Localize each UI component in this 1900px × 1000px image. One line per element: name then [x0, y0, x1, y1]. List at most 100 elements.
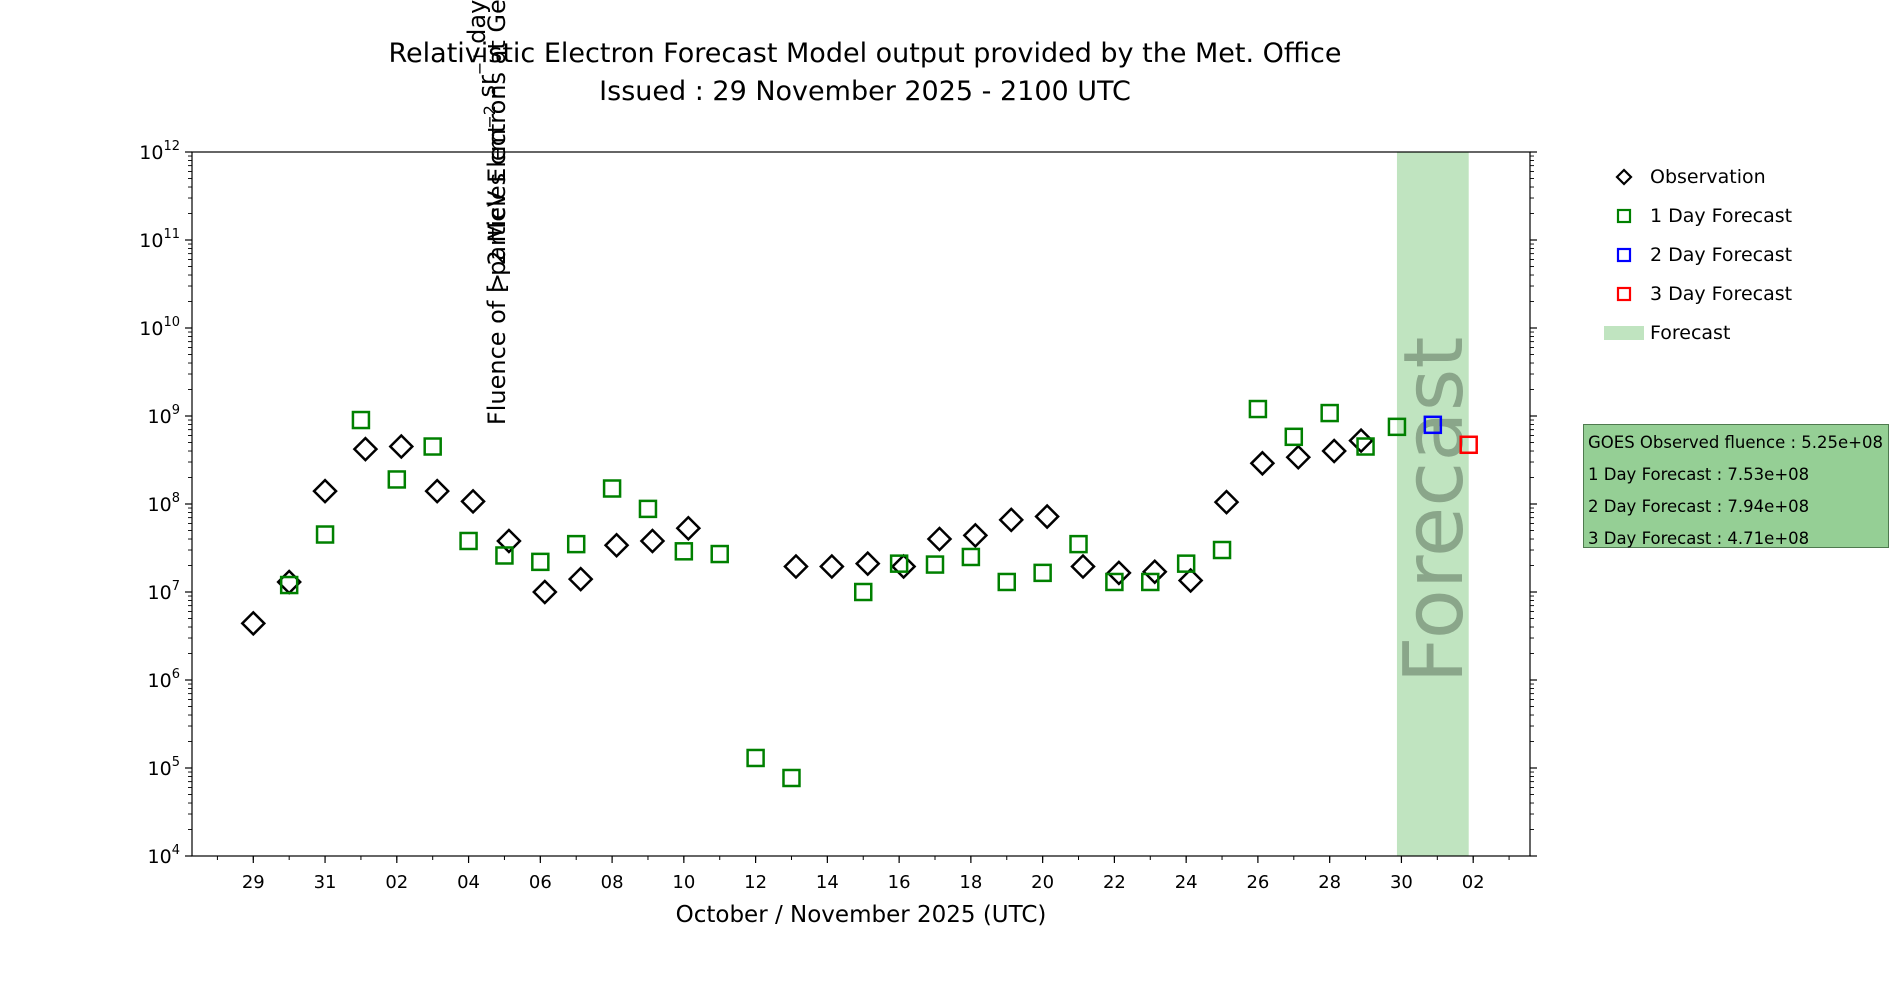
legend-marker-shape	[1616, 286, 1632, 302]
x-tick-label: 24	[1175, 872, 1198, 893]
x-tick-label: 10	[672, 872, 695, 893]
x-tick-label: 12	[744, 872, 767, 893]
forecast-point-series-1	[351, 410, 371, 430]
y-tick-label: 105	[148, 755, 180, 780]
observation-point	[783, 553, 809, 580]
x-tick-label: 08	[601, 872, 624, 893]
observation-point	[1348, 427, 1374, 454]
observation-point	[1177, 567, 1204, 594]
observation-point	[352, 436, 379, 462]
forecast-point-series-1	[889, 554, 909, 573]
square-marker-icon	[1616, 247, 1632, 263]
forecast-point-series-1	[531, 552, 550, 572]
observation-point	[1070, 553, 1096, 580]
observation-point	[998, 507, 1025, 533]
y-axis-label-line1: Fluence of > 2 MeV Electrons at Geosynch…	[483, 0, 511, 425]
forecast-band-label: Forecast	[1387, 337, 1482, 684]
chart-title: Relativistic Electron Forecast Model out…	[388, 38, 1342, 69]
forecast-point-series-1	[1387, 417, 1407, 437]
forecast-point-series-1	[961, 547, 981, 567]
forecast-point-series-1	[566, 534, 586, 554]
forecast-point-series-1	[997, 572, 1017, 592]
forecast-point-series-1	[925, 555, 945, 574]
forecast-point-series-1	[1356, 437, 1375, 456]
observation-point	[1106, 560, 1132, 586]
observation-point	[1249, 450, 1276, 477]
observation-point	[1034, 503, 1060, 530]
y-tick-label: 107	[148, 579, 180, 604]
y-label-text: [ particles cm	[483, 129, 511, 293]
forecast-point-series-1	[1176, 554, 1196, 573]
observation-point	[1213, 489, 1240, 515]
x-tick-label: 29	[242, 872, 265, 893]
observation-point	[639, 528, 666, 554]
y-axis-label: Fluence of > 2 MeV Electrons at Geosynch…	[463, 0, 511, 425]
diamond-marker-icon	[1615, 168, 1633, 186]
x-tick-label: 30	[1390, 872, 1413, 893]
y-label-superscript: −2	[480, 105, 499, 129]
forecast-point-series-1	[315, 525, 335, 544]
data-points	[240, 399, 1478, 788]
forecast-point-series-3	[1459, 435, 1478, 455]
y-tick-exponent: 7	[172, 579, 180, 594]
y-label-superscript: −1	[470, 51, 489, 75]
x-axis-label: October / November 2025 (UTC)	[676, 902, 1047, 928]
y-tick-base: 10	[139, 142, 163, 164]
y-tick-base: 10	[139, 318, 163, 340]
y-tick-label: 1011	[139, 227, 180, 252]
info-3-day-forecast: 3 Day Forecast : 4.71e+08	[1588, 529, 1810, 548]
axis-ticks: 29 31 02 04 06 08 10 12 14 16 18 20 22 24 26 28 30 021041…	[139, 139, 1537, 893]
forecast-point-series-2	[1423, 415, 1443, 435]
legend-label: 3 Day Forecast	[1650, 283, 1793, 305]
forecast-point-series-1	[1320, 403, 1339, 423]
observation-point	[312, 478, 338, 504]
observation-point	[1285, 444, 1312, 470]
legend-label: 1 Day Forecast	[1650, 205, 1793, 227]
observation-point	[567, 566, 594, 592]
observation-point	[675, 515, 702, 542]
forecast-point-series-1	[710, 544, 729, 564]
observation-point	[496, 528, 522, 554]
forecast-point-series-1	[279, 575, 299, 595]
chart-subtitle: Issued : 29 November 2025 - 2100 UTC	[599, 76, 1131, 107]
y-tick-label: 104	[148, 843, 180, 868]
x-tick-label: 22	[1103, 872, 1126, 893]
legend-item-1-day-forecast: 1 Day Forecast	[1590, 199, 1890, 238]
y-tick-exponent: 12	[163, 139, 180, 154]
y-tick-exponent: 9	[172, 403, 180, 418]
legend-item-forecast: Forecast	[1590, 316, 1890, 355]
observation-point	[424, 478, 450, 504]
forecast-point-series-1	[1105, 572, 1124, 592]
legend-marker-shape	[1616, 247, 1632, 263]
forecast-point-series-1	[1141, 572, 1160, 592]
y-tick-exponent: 8	[172, 491, 180, 506]
observation-point	[532, 579, 558, 605]
info-1-day-forecast: 1 Day Forecast : 7.53e+08	[1588, 465, 1810, 484]
forecast-band	[1396, 152, 1469, 856]
forecast-point-series-1	[387, 470, 407, 489]
x-tick-label: 04	[457, 872, 480, 893]
observation-point	[603, 532, 630, 558]
y-tick-label: 108	[148, 491, 180, 516]
x-tick-label: 28	[1318, 872, 1341, 893]
forecast-point-series-1	[1033, 563, 1052, 583]
y-tick-exponent: 4	[172, 843, 180, 858]
y-tick-label: 1012	[139, 139, 180, 164]
legend-label: 2 Day Forecast	[1650, 244, 1793, 266]
observation-point	[962, 522, 989, 549]
forecast-point-series-1	[1284, 427, 1304, 447]
observation-point	[1141, 558, 1168, 585]
fluence-info-box: GOES Observed fluence : 5.25e+08 1 Day F…	[1583, 424, 1889, 548]
y-tick-label: 1010	[139, 315, 180, 340]
y-label-text: sr	[473, 75, 501, 105]
forecast-point-series-1	[1248, 399, 1268, 419]
y-tick-base: 10	[148, 582, 172, 604]
legend-item-observation: Observation	[1590, 160, 1890, 199]
info-observed-fluence: GOES Observed fluence : 5.25e+08	[1588, 433, 1883, 452]
y-tick-label: 106	[148, 667, 180, 692]
legend-label: Observation	[1650, 166, 1766, 188]
y-tick-base: 10	[148, 494, 172, 516]
x-tick-label: 31	[314, 872, 337, 893]
legend-label: Forecast	[1650, 322, 1731, 344]
